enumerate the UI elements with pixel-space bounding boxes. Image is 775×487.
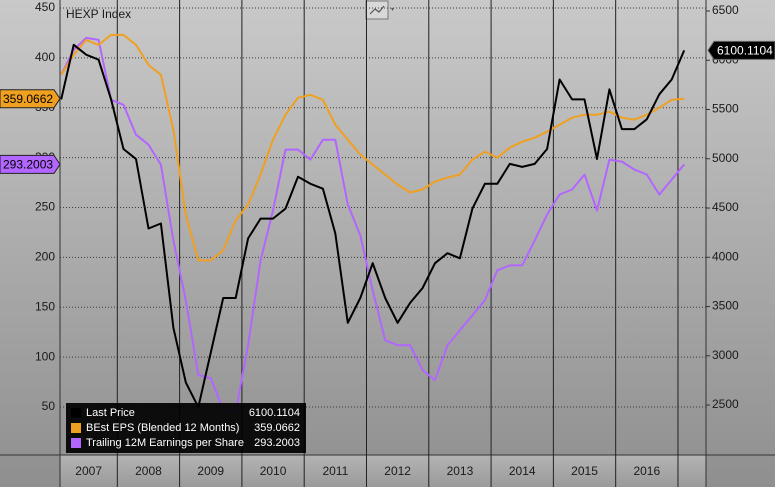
x-tick-label: 2014: [509, 464, 536, 478]
series-line: [60, 33, 685, 262]
y-tick-label: 250: [35, 200, 55, 214]
legend-label: BEst EPS (Blended 12 Months): [86, 422, 239, 434]
legend: Last Price 6100.1104 BEst EPS (Blended 12 …: [66, 403, 306, 453]
y-tick-label: 150: [35, 299, 55, 313]
badge-value: 6100.1104: [717, 44, 773, 58]
icon-arrow: [391, 8, 394, 11]
y2-tick-label: 6500: [712, 3, 739, 17]
x-tick-label: 2011: [322, 464, 348, 478]
y2-tick-label: 3000: [712, 348, 739, 362]
x-tick-label: 2010: [260, 464, 287, 478]
icon-glyph: [369, 5, 385, 15]
y2-tick-label: 4000: [712, 249, 739, 263]
x-tick-label: 2016: [633, 464, 660, 478]
badge-shape: [0, 154, 61, 174]
badge-shape: [0, 89, 61, 109]
x-tick-label: 2015: [571, 464, 598, 478]
y-tick-label: 450: [35, 0, 55, 14]
y2-tick-label: 4500: [712, 200, 739, 214]
y2-tick-label: 5000: [712, 151, 739, 165]
badge-value: 359.0662: [3, 92, 53, 106]
legend-value: 293.2003: [254, 437, 300, 449]
y2-tick-label: 3500: [712, 299, 739, 313]
badge-shape: [707, 40, 775, 60]
chart-title: HEXP Index: [66, 7, 131, 21]
legend-swatch: [71, 423, 81, 433]
y-tick-label: 400: [35, 50, 55, 64]
legend-label: Last Price: [86, 407, 135, 419]
last-value-badge: 6100.1104: [707, 40, 775, 60]
y2-tick-label: 2500: [712, 397, 739, 411]
year-band: [60, 455, 706, 487]
badge-value: 293.2003: [3, 158, 53, 172]
series-line: [60, 43, 686, 409]
y2-tick-label: 5500: [712, 102, 739, 116]
x-tick-label: 2007: [75, 464, 102, 478]
legend-swatch: [71, 438, 81, 448]
last-value-badge: 359.0662: [0, 89, 61, 109]
last-value-badge: 293.2003: [0, 154, 61, 174]
chart-type-icon[interactable]: [365, 0, 394, 20]
x-tick-label: 2008: [135, 464, 162, 478]
legend-value: 359.0662: [254, 422, 300, 434]
series-line: [60, 36, 685, 413]
legend-label: Trailing 12M Earnings per Share: [86, 437, 244, 449]
x-tick-label: 2009: [197, 464, 224, 478]
y-tick-label: 100: [35, 349, 55, 363]
x-tick-label: 2012: [384, 464, 411, 478]
y-tick-label: 200: [35, 250, 55, 264]
x-tick-label: 2013: [447, 464, 474, 478]
y-tick-label: 50: [42, 399, 56, 413]
legend-swatch: [71, 408, 81, 418]
legend-box: [66, 403, 306, 453]
legend-value: 6100.1104: [249, 407, 300, 419]
